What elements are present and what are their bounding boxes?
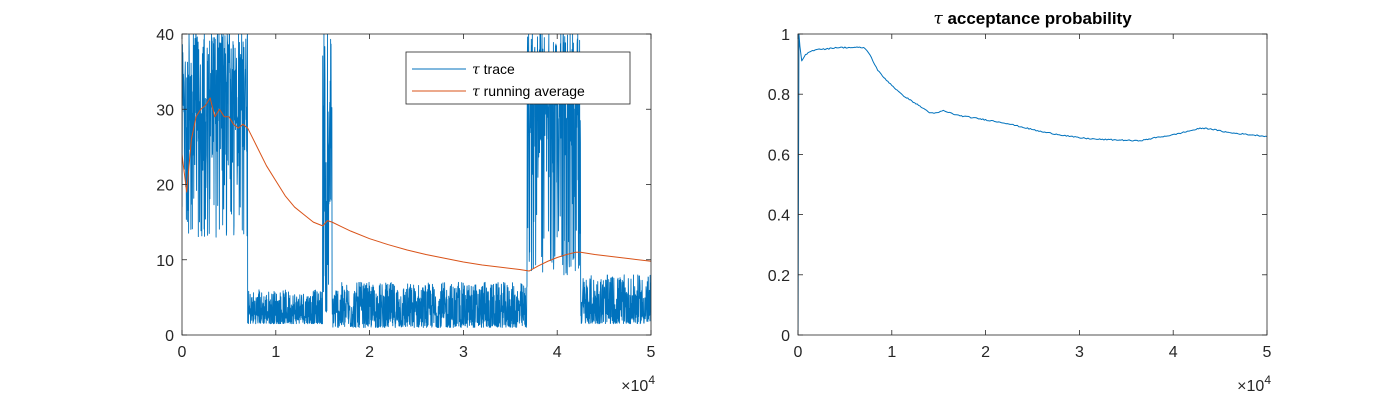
y-tick-label: 0: [781, 328, 790, 345]
y-tick-label: 0.8: [768, 87, 790, 104]
series-line-acceptance-probability: [798, 34, 1267, 335]
x-tick-label: 2: [981, 344, 990, 361]
acceptance-chart-series-group: [798, 34, 1267, 335]
x-tick-label: 4: [1169, 344, 1178, 361]
y-tick-label: 40: [156, 27, 174, 44]
series-line-running-average: [182, 97, 651, 272]
acceptance-chart-ticks: [797, 33, 1268, 336]
x-tick-label: 5: [1263, 344, 1272, 361]
y-tick-label: 0: [165, 328, 174, 345]
y-tick-label: 1: [781, 27, 790, 44]
x-tick-label: 4: [553, 344, 562, 361]
x-tick-label: 0: [178, 344, 187, 361]
y-tick-label: 20: [156, 178, 174, 195]
trace-chart-tick-labels: 0 1 2 3 4 5 0 10 20 30 40: [156, 27, 655, 361]
acceptance-chart-tick-labels: 0 1 2 3 4 5 0 0.2 0.4 0.6 0.8 1: [768, 27, 1272, 361]
acceptance-chart-title: τ acceptance probability: [933, 9, 1132, 29]
trace-chart-legend: τ trace τ running average: [405, 51, 631, 105]
acceptance-chart: 0 1 2 3 4 5 0 0.2 0.4 0.6 0.8 1 τ acceptance probab…: [768, 9, 1272, 395]
y-tick-label: 30: [156, 102, 174, 119]
x-tick-label: 2: [365, 344, 374, 361]
x-tick-label: 0: [794, 344, 803, 361]
y-tick-label: 10: [156, 253, 174, 270]
trace-chart-ticks: [181, 33, 652, 336]
trace-chart-x-multiplier: ×104: [621, 373, 655, 395]
x-tick-label: 3: [459, 344, 468, 361]
trace-chart: 0 1 2 3 4 5 0 10 20 30 40 ×104 τ trace τ running a…: [156, 27, 655, 395]
legend-box: [405, 51, 631, 105]
y-tick-label: 0.2: [768, 268, 790, 285]
acceptance-chart-x-multiplier: ×104: [1237, 373, 1271, 395]
legend-entry-running-average: τ running average: [472, 83, 585, 100]
x-tick-label: 1: [887, 344, 896, 361]
y-tick-label: 0.4: [768, 208, 790, 225]
x-tick-label: 5: [647, 344, 656, 361]
y-tick-label: 0.6: [768, 147, 790, 164]
acceptance-chart-plot-area: [798, 34, 1267, 335]
acceptance-chart-axes-box: [797, 33, 1268, 336]
legend-entry-trace: τ trace: [472, 61, 515, 78]
x-tick-label: 1: [271, 344, 280, 361]
x-tick-label: 3: [1075, 344, 1084, 361]
